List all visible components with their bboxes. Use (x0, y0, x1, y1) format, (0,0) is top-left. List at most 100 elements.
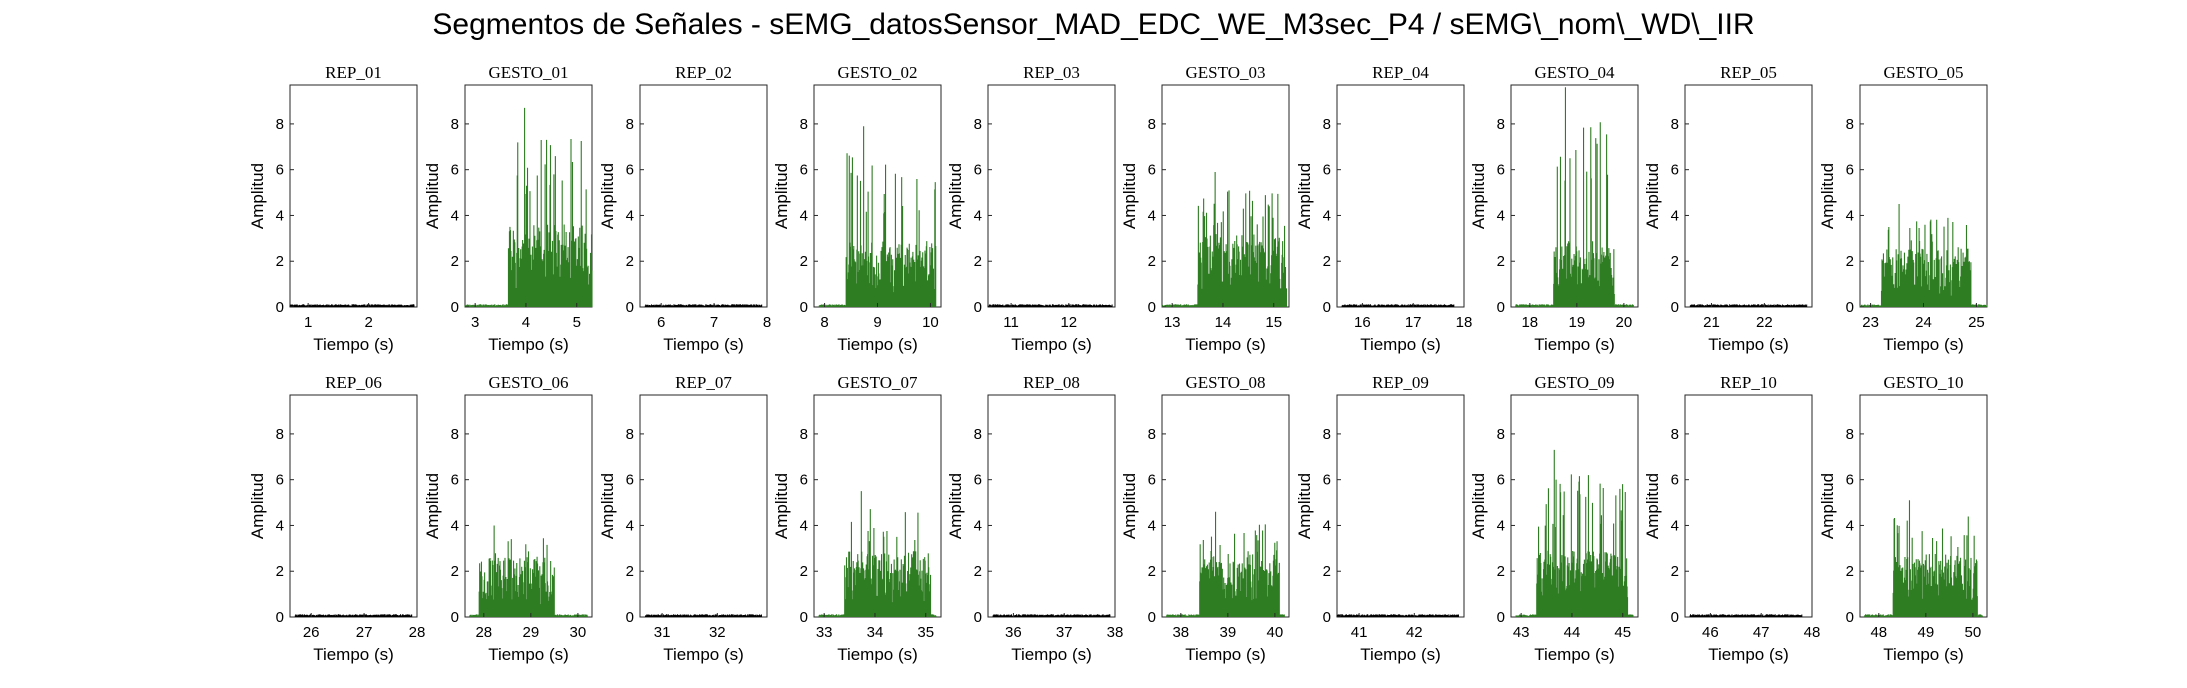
signal-trace (992, 614, 1111, 617)
subplot-title: REP_05 (1720, 63, 1777, 82)
y-tick-label: 8 (800, 426, 808, 443)
subplot-gesto-08: 0 2 4 6 8 38 39 40 GESTO_08 Tiempo (s) Amplitud (1120, 373, 1290, 664)
y-tick-label: 6 (1497, 162, 1505, 179)
x-tick-label: 39 (1220, 624, 1237, 641)
subplot-title: REP_10 (1720, 373, 1777, 392)
subplot-rep-06: 0 2 4 6 8 26 27 28 REP_06 Tiempo (s) Amplitud (248, 373, 425, 664)
y-axis-label: Amplitud (1818, 163, 1837, 229)
y-tick-label: 4 (1846, 517, 1854, 534)
x-tick-label: 12 (1060, 314, 1077, 331)
signal-trace (1336, 614, 1459, 617)
y-tick-label: 0 (451, 609, 459, 626)
x-tick-label: 36 (1005, 624, 1022, 641)
x-tick-label: 6 (657, 314, 665, 331)
subplot-rep-05: 0 2 4 6 8 21 22 REP_05 Tiempo (s) Amplitud (1643, 63, 1813, 354)
x-axis-label: Tiempo (s) (313, 335, 394, 354)
y-tick-label: 8 (1323, 116, 1331, 133)
y-tick-label: 4 (626, 517, 634, 534)
y-axis-label: Amplitud (423, 163, 442, 229)
y-tick-label: 4 (1671, 207, 1679, 224)
y-axis-label: Amplitud (772, 163, 791, 229)
y-tick-label: 8 (451, 116, 459, 133)
y-tick-label: 2 (800, 563, 808, 580)
subplot-rep-09: 0 2 4 6 8 41 42 REP_09 Tiempo (s) Amplitud (1295, 373, 1465, 664)
signal-trace (644, 304, 763, 307)
plot-area (1336, 394, 1465, 618)
y-tick-label: 8 (1671, 426, 1679, 443)
x-tick-label: 8 (820, 314, 828, 331)
y-tick-label: 6 (1671, 472, 1679, 489)
x-tick-label: 30 (570, 624, 587, 641)
y-tick-label: 6 (276, 162, 284, 179)
plot-area (464, 394, 593, 618)
x-tick-label: 48 (1804, 624, 1821, 641)
y-tick-label: 0 (626, 609, 634, 626)
y-tick-label: 0 (1846, 609, 1854, 626)
x-tick-label: 26 (303, 624, 320, 641)
y-tick-label: 2 (451, 563, 459, 580)
subplot-rep-04: 0 2 4 6 8 16 17 18 REP_04 Tiempo (s) Amplitud (1295, 63, 1472, 354)
x-tick-label: 29 (523, 624, 540, 641)
x-tick-label: 38 (1172, 624, 1189, 641)
x-tick-label: 5 (573, 314, 581, 331)
y-tick-label: 6 (451, 472, 459, 489)
subplot-title: GESTO_10 (1884, 373, 1964, 392)
y-axis-label: Amplitud (423, 473, 442, 539)
x-axis-label: Tiempo (s) (1360, 645, 1441, 664)
subplot-title: REP_07 (675, 373, 732, 392)
y-tick-label: 6 (1323, 162, 1331, 179)
y-tick-label: 4 (626, 207, 634, 224)
y-tick-label: 6 (800, 472, 808, 489)
y-axis-label: Amplitud (946, 163, 965, 229)
y-tick-label: 8 (1671, 116, 1679, 133)
x-tick-label: 43 (1513, 624, 1530, 641)
x-axis-label: Tiempo (s) (837, 335, 918, 354)
y-tick-label: 8 (276, 116, 284, 133)
signal-trace (1515, 87, 1634, 307)
x-tick-label: 18 (1521, 314, 1538, 331)
plot-area (987, 394, 1116, 618)
x-tick-label: 19 (1569, 314, 1586, 331)
y-tick-label: 8 (1497, 426, 1505, 443)
y-tick-label: 0 (1671, 609, 1679, 626)
y-axis-label: Amplitud (1295, 163, 1314, 229)
y-tick-label: 0 (974, 609, 982, 626)
subplot-rep-07: 0 2 4 6 8 31 32 REP_07 Tiempo (s) Amplitud (598, 373, 768, 664)
y-tick-label: 4 (800, 207, 808, 224)
y-tick-label: 4 (1846, 207, 1854, 224)
y-tick-label: 0 (276, 609, 284, 626)
y-tick-label: 2 (276, 563, 284, 580)
x-tick-label: 10 (922, 314, 939, 331)
y-tick-label: 6 (276, 472, 284, 489)
y-tick-label: 2 (974, 563, 982, 580)
subplot-title: GESTO_08 (1186, 373, 1266, 392)
x-tick-label: 20 (1616, 314, 1633, 331)
y-tick-label: 6 (626, 472, 634, 489)
y-tick-label: 6 (800, 162, 808, 179)
signal-trace (1864, 500, 1983, 617)
y-tick-label: 2 (800, 253, 808, 270)
y-axis-label: Amplitud (1643, 473, 1662, 539)
y-tick-label: 4 (1497, 207, 1505, 224)
x-tick-label: 50 (1965, 624, 1982, 641)
subplot-rep-03: 0 2 4 6 8 11 12 REP_03 Tiempo (s) Amplitud (946, 63, 1116, 354)
subplot-gesto-03: 0 2 4 6 8 13 14 15 GESTO_03 Tiempo (s) Amplitud (1120, 63, 1290, 354)
x-tick-label: 33 (816, 624, 833, 641)
y-tick-label: 2 (1148, 253, 1156, 270)
x-tick-label: 25 (1968, 314, 1985, 331)
plot-area (1161, 394, 1290, 618)
y-tick-label: 2 (626, 563, 634, 580)
y-tick-label: 8 (1323, 426, 1331, 443)
y-tick-label: 6 (626, 162, 634, 179)
y-tick-label: 4 (974, 207, 982, 224)
y-axis-label: Amplitud (598, 163, 617, 229)
x-tick-label: 23 (1862, 314, 1879, 331)
x-tick-label: 28 (475, 624, 492, 641)
x-tick-label: 42 (1406, 624, 1423, 641)
subplot-gesto-10: 0 2 4 6 8 48 49 50 GESTO_10 Tiempo (s) Amplitud (1818, 373, 1988, 664)
y-tick-label: 0 (276, 299, 284, 316)
y-tick-label: 4 (1148, 207, 1156, 224)
y-axis-label: Amplitud (248, 473, 267, 539)
